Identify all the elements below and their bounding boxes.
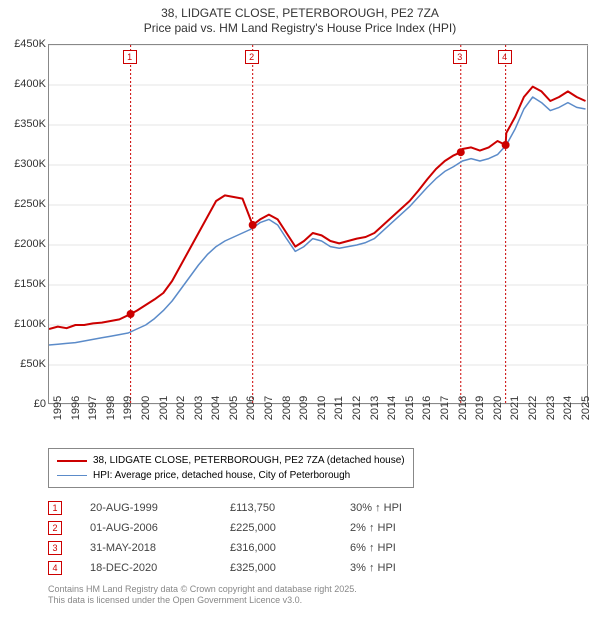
x-tick-label: 2023: [545, 396, 557, 420]
x-tick-label: 2001: [158, 396, 170, 420]
x-tick-label: 2020: [492, 396, 504, 420]
y-tick-label: £300K: [14, 158, 46, 170]
x-tick-label: 2002: [175, 396, 187, 420]
event-flag: 2: [245, 50, 259, 64]
sale-row: 4 18-DEC-2020£325,0003% ↑ HPI: [48, 558, 402, 578]
title-line-2: Price paid vs. HM Land Registry's House …: [0, 21, 600, 36]
y-tick-label: £450K: [14, 38, 46, 50]
sale-table: 1 20-AUG-1999£113,75030% ↑ HPI 2 01-AUG-200…: [48, 498, 402, 578]
x-tick-label: 2000: [140, 396, 152, 420]
sale-date: 01-AUG-2006: [90, 522, 230, 534]
x-tick-label: 1997: [87, 396, 99, 420]
sale-price: £113,750: [230, 502, 350, 514]
x-tick-label: 1998: [105, 396, 117, 420]
y-tick-label: £150K: [14, 278, 46, 290]
x-tick-label: 2015: [404, 396, 416, 420]
x-tick-label: 2012: [351, 396, 363, 420]
footnote: Contains HM Land Registry data © Crown c…: [48, 584, 357, 607]
legend: 38, LIDGATE CLOSE, PETERBOROUGH, PE2 7ZA…: [48, 448, 414, 488]
x-tick-label: 2007: [263, 396, 275, 420]
y-tick-label: £350K: [14, 118, 46, 130]
sale-diff-vs-hpi: 3% ↑ HPI: [350, 562, 396, 574]
chart-plot-area: [48, 44, 588, 404]
x-tick-label: 2010: [316, 396, 328, 420]
legend-label: HPI: Average price, detached house, City…: [93, 468, 350, 483]
sale-row: 1 20-AUG-1999£113,75030% ↑ HPI: [48, 498, 402, 518]
sale-index-box: 3: [48, 541, 62, 555]
chart-container: 38, LIDGATE CLOSE, PETERBOROUGH, PE2 7ZA…: [0, 0, 600, 620]
x-tick-label: 1999: [122, 396, 134, 420]
x-tick-label: 2022: [527, 396, 539, 420]
x-tick-label: 2014: [386, 396, 398, 420]
x-tick-label: 2019: [474, 396, 486, 420]
event-flag: 3: [453, 50, 467, 64]
x-tick-label: 2004: [210, 396, 222, 420]
event-flag: 4: [498, 50, 512, 64]
y-tick-label: £50K: [20, 358, 46, 370]
sale-index-box: 4: [48, 561, 62, 575]
x-tick-label: 2006: [245, 396, 257, 420]
sale-diff-vs-hpi: 30% ↑ HPI: [350, 502, 402, 514]
x-tick-label: 1995: [52, 396, 64, 420]
sale-index-box: 2: [48, 521, 62, 535]
x-tick-label: 1996: [70, 396, 82, 420]
x-tick-label: 2005: [228, 396, 240, 420]
footnote-line-1: Contains HM Land Registry data © Crown c…: [48, 584, 357, 595]
sale-date: 20-AUG-1999: [90, 502, 230, 514]
footnote-line-2: This data is licensed under the Open Gov…: [48, 595, 357, 606]
x-tick-label: 2017: [439, 396, 451, 420]
legend-swatch: [57, 460, 87, 462]
sale-diff-vs-hpi: 6% ↑ HPI: [350, 542, 396, 554]
sale-price: £325,000: [230, 562, 350, 574]
legend-label: 38, LIDGATE CLOSE, PETERBOROUGH, PE2 7ZA…: [93, 453, 405, 468]
sale-row: 3 31-MAY-2018£316,0006% ↑ HPI: [48, 538, 402, 558]
x-tick-label: 2013: [369, 396, 381, 420]
sale-row: 2 01-AUG-2006£225,0002% ↑ HPI: [48, 518, 402, 538]
x-tick-label: 2025: [580, 396, 592, 420]
chart-svg: [49, 45, 589, 405]
title-block: 38, LIDGATE CLOSE, PETERBOROUGH, PE2 7ZA…: [0, 0, 600, 36]
x-tick-label: 2016: [421, 396, 433, 420]
x-tick-label: 2021: [509, 396, 521, 420]
x-tick-label: 2009: [298, 396, 310, 420]
y-tick-label: £0: [34, 398, 46, 410]
sale-price: £316,000: [230, 542, 350, 554]
legend-swatch: [57, 475, 87, 476]
x-tick-label: 2008: [281, 396, 293, 420]
x-tick-label: 2011: [333, 396, 345, 420]
legend-item: 38, LIDGATE CLOSE, PETERBOROUGH, PE2 7ZA…: [57, 453, 405, 468]
x-tick-label: 2003: [193, 396, 205, 420]
sale-date: 31-MAY-2018: [90, 542, 230, 554]
y-tick-label: £400K: [14, 78, 46, 90]
x-tick-label: 2018: [457, 396, 469, 420]
x-tick-label: 2024: [562, 396, 574, 420]
sale-price: £225,000: [230, 522, 350, 534]
legend-item: HPI: Average price, detached house, City…: [57, 468, 405, 483]
sale-index-box: 1: [48, 501, 62, 515]
sale-diff-vs-hpi: 2% ↑ HPI: [350, 522, 396, 534]
title-line-1: 38, LIDGATE CLOSE, PETERBOROUGH, PE2 7ZA: [0, 6, 600, 21]
y-tick-label: £100K: [14, 318, 46, 330]
y-tick-label: £250K: [14, 198, 46, 210]
y-tick-label: £200K: [14, 238, 46, 250]
sale-date: 18-DEC-2020: [90, 562, 230, 574]
event-flag: 1: [123, 50, 137, 64]
